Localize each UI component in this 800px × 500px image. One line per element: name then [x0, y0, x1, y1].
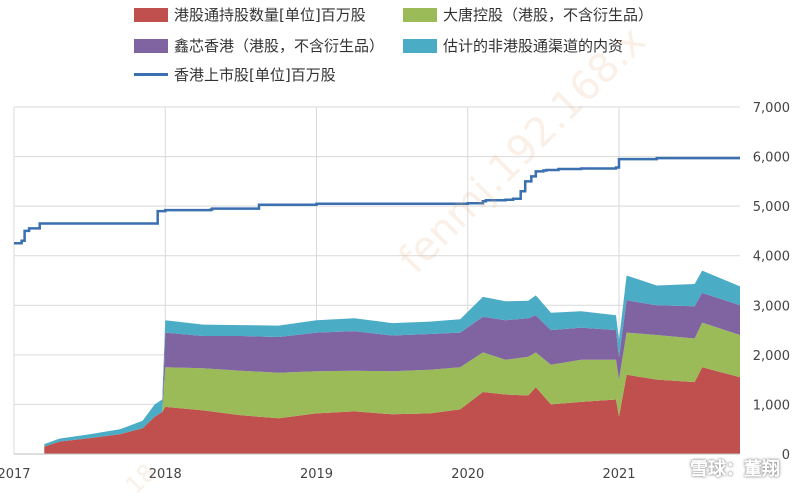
- y-tick-label: 2,000: [753, 349, 790, 364]
- legend-item-xinxin: 鑫芯香港（港股，不含衍生品）: [134, 35, 384, 56]
- legend-item-hk-listed: 香港上市股[单位]百万股: [134, 64, 336, 85]
- legend-swatch: [134, 7, 168, 22]
- y-tick-label: 5,000: [753, 200, 790, 215]
- y-tick-label: 3,000: [753, 299, 790, 314]
- chart-legend: 港股通持股数量[单位]百万股 大唐控股（港股，不含衍生品） 鑫芯香港（港股，不含…: [0, 0, 800, 100]
- legend-swatch: [403, 38, 437, 53]
- x-tick-label: 2018: [149, 467, 182, 482]
- x-tick-label: 2017: [0, 467, 31, 482]
- y-tick-label: 0: [782, 448, 790, 463]
- brand-watermark: 雪球：董翔: [690, 459, 780, 480]
- area-series-2: [44, 292, 741, 447]
- area-series-1: [44, 322, 741, 447]
- y-tick-label: 4,000: [753, 250, 790, 265]
- area-series-3: [44, 270, 741, 447]
- legend-swatch: [134, 73, 168, 76]
- legend-label: 香港上市股[单位]百万股: [174, 66, 336, 84]
- y-tick-label: 6,000: [753, 151, 790, 166]
- legend-item-datang: 大唐控股（港股，不含衍生品）: [403, 4, 653, 25]
- legend-item-hk-connect: 港股通持股数量[单位]百万股: [134, 4, 366, 25]
- x-tick-label: 2021: [602, 467, 635, 482]
- area-series-0: [44, 367, 741, 454]
- legend-label: 港股通持股数量[单位]百万股: [174, 6, 366, 24]
- legend-swatch: [403, 7, 437, 22]
- area-chart: 0 1,000 2,000 3,000 4,000 5,000 6,000 7,000 2017…: [0, 101, 790, 482]
- x-tick-label: 2019: [300, 467, 333, 482]
- legend-label: 估计的非港股通渠道的内资: [443, 37, 624, 55]
- legend-item-non-connect: 估计的非港股通渠道的内资: [403, 35, 623, 56]
- x-tick-label: 2020: [451, 467, 484, 482]
- legend-label: 大唐控股（港股，不含衍生品）: [443, 6, 654, 24]
- y-tick-label: 1,000: [753, 398, 790, 413]
- y-tick-label: 7,000: [753, 101, 790, 116]
- legend-swatch: [134, 38, 168, 53]
- line-series-hk-listed: [14, 156, 740, 245]
- legend-label: 鑫芯香港（港股，不含衍生品）: [174, 37, 385, 55]
